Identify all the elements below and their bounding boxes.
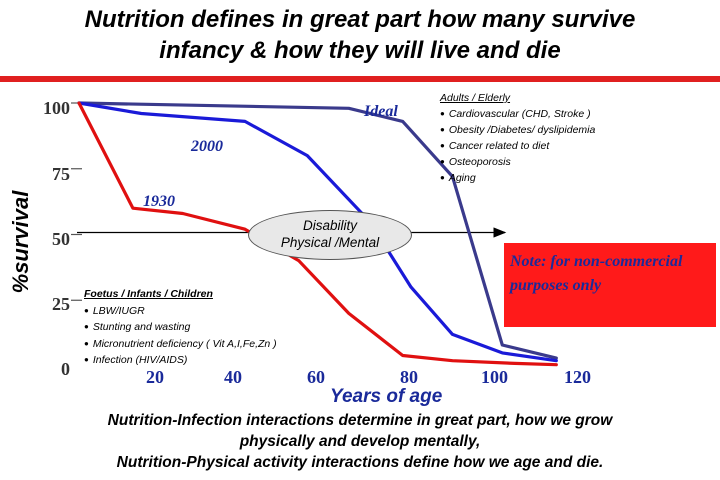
x-tick-label: 20 (146, 367, 164, 387)
footer-line-3: Nutrition-Physical activity interactions… (116, 454, 604, 471)
y-tick-label: 100 (43, 98, 70, 118)
series-label-1930: 1930 (143, 193, 175, 210)
x-tick-label: 120 (564, 367, 591, 387)
x-tick-label: 60 (307, 367, 325, 387)
note-box: Note: for non-commercial purposes only (504, 243, 716, 327)
series-label-ideal: Ideal (364, 103, 398, 120)
foetus-item: Stunting and wasting (84, 319, 277, 336)
year-1930-line (77, 101, 558, 367)
x-tick-label: 40 (224, 367, 242, 387)
adults-heading: Adults / Elderly (440, 92, 511, 104)
disability-line-1: Disability (302, 218, 357, 233)
y-tick-label: 25 (52, 294, 70, 314)
disability-line-2: Physical /Mental (280, 235, 380, 250)
foetus-heading: Foetus / Infants / Children (84, 288, 213, 300)
slide-title: Nutrition defines in great part how many… (0, 4, 720, 66)
y-tick-label: 50 (52, 229, 70, 249)
adults-item: Cardiovascular (CHD, Stroke ) (440, 106, 595, 122)
y-tick-label: 0 (61, 359, 70, 379)
x-tick-label: 100 (481, 367, 508, 387)
x-tick-label: 80 (400, 367, 418, 387)
foetus-children-annotation: Foetus / Infants / Children LBW/IUGR Stu… (84, 287, 277, 369)
adults-item: Cancer related to diet (440, 138, 595, 154)
foetus-item: Micronutrient deficiency ( Vit A,I,Fe,Zn… (84, 336, 277, 353)
footer-line-2: physically and develop mentally, (239, 433, 481, 450)
adults-elderly-annotation: Adults / Elderly Cardiovascular (CHD, St… (440, 91, 595, 186)
adults-item: Osteoporosis (440, 154, 595, 170)
foetus-item: LBW/IUGR (84, 303, 277, 320)
series-label-2000: 2000 (191, 138, 223, 155)
title-line-2: infancy & how they will live and die (159, 37, 561, 64)
title-line-1: Nutrition defines in great part how many… (84, 6, 636, 33)
adults-item: Obesity /Diabetes/ dyslipidemia (440, 122, 595, 138)
x-axis-label: Years of age (330, 386, 443, 407)
slide-footer: Nutrition-Infection interactions determi… (0, 410, 720, 473)
foetus-item: Infection (HIV/AIDS) (84, 352, 277, 369)
footer-line-1: Nutrition-Infection interactions determi… (107, 412, 613, 429)
title-divider (0, 76, 720, 82)
adults-item: Aging (440, 170, 595, 186)
disability-ellipse: Disability Physical /Mental (248, 210, 412, 260)
ideal-line (77, 101, 558, 360)
y-tick-label: 75 (52, 164, 70, 184)
y-axis-label: %survival (8, 190, 33, 294)
